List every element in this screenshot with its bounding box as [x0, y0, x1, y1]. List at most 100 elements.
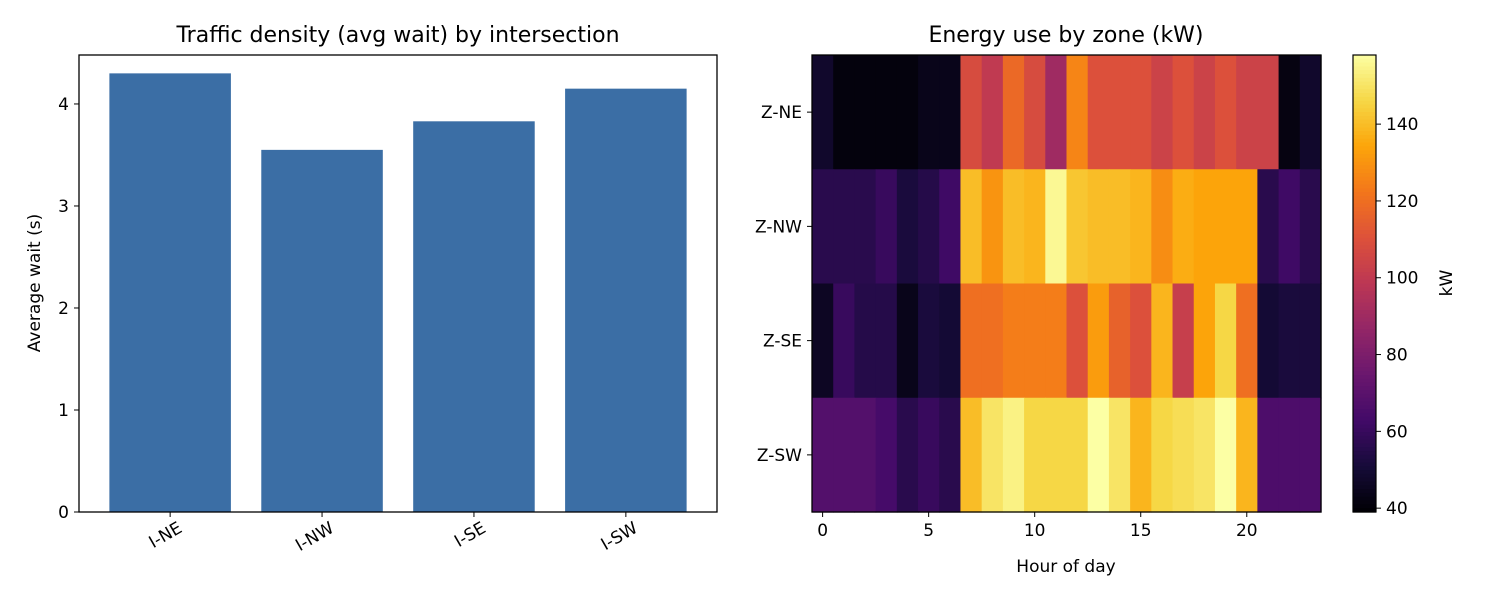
heatmap-cell [1024, 55, 1046, 170]
heatmap-cell [1151, 397, 1174, 513]
heatmap-cell [1278, 55, 1301, 170]
colorbar-segment [1353, 386, 1376, 391]
heatmap-cell [1087, 283, 1110, 399]
heatmap-cell [1130, 283, 1152, 399]
colorbar-segment [1353, 207, 1376, 212]
colorbar-segment [1353, 275, 1376, 281]
heatmap-cell [939, 397, 962, 513]
colorbar-tick-label: 140 [1386, 115, 1418, 135]
colorbar-segment [1353, 81, 1376, 87]
colorbar-segment [1353, 496, 1376, 502]
colorbar-segment [1353, 291, 1376, 296]
colorbar-segment [1353, 492, 1376, 498]
colorbar-segment [1353, 96, 1376, 102]
heatmap-chart: Energy use by zone (kW) Hour of day Z-NE… [755, 23, 1457, 577]
heatmap-cell [896, 55, 919, 170]
colorbar-segment [1353, 504, 1376, 509]
heatmap-cell [854, 55, 877, 170]
colorbar-segment [1353, 66, 1376, 71]
heatmap-cell [1130, 169, 1152, 285]
colorbar-segment [1353, 439, 1376, 445]
colorbar-segment [1353, 157, 1376, 163]
heatmap-cell [1045, 169, 1068, 285]
colorbar-segment [1353, 184, 1376, 189]
colorbar-segment [1353, 119, 1376, 125]
heatmap-cell [1172, 283, 1195, 399]
heatmap-cell [1130, 55, 1152, 170]
colorbar-segment [1353, 199, 1376, 205]
x-tick-label: I-SE [451, 518, 489, 552]
colorbar-segment [1353, 256, 1376, 262]
colorbar-segment [1353, 378, 1376, 384]
colorbar-segment [1353, 287, 1376, 292]
heatmap-cell [1087, 169, 1110, 285]
colorbar-segment [1353, 180, 1376, 186]
heatmap-cell [1108, 55, 1131, 170]
colorbar-segment [1353, 233, 1376, 239]
bar [109, 73, 231, 513]
colorbar-segment [1353, 412, 1376, 418]
colorbar-segment [1353, 508, 1376, 513]
heatmap-plot-frame [811, 54, 1322, 513]
colorbar-segment [1353, 420, 1376, 426]
heatmap-cell [918, 283, 940, 399]
colorbar-tick-label: 80 [1386, 346, 1408, 366]
heatmap-cell [854, 397, 877, 513]
colorbar-segment [1353, 211, 1376, 216]
bar-chart: Traffic density (avg wait) by intersecti… [25, 23, 718, 556]
bar [413, 121, 535, 513]
colorbar-segment [1353, 310, 1376, 315]
bar-plot-frame [78, 54, 718, 513]
y-tick-label: 2 [58, 299, 69, 319]
heatmap-cell [1087, 397, 1110, 513]
colorbar-segment [1353, 203, 1376, 208]
heatmap-cell [1108, 397, 1131, 513]
heatmap-cell [854, 283, 877, 399]
colorbar-segment [1353, 260, 1376, 266]
colorbar-segment [1353, 268, 1376, 273]
colorbar-segment [1353, 348, 1376, 353]
heatmap-cell [1214, 55, 1237, 170]
colorbar-segment [1353, 237, 1376, 243]
colorbar-segment [1353, 363, 1376, 368]
heatmap-cell [1024, 169, 1046, 285]
colorbar-tick-label: 120 [1386, 192, 1418, 212]
heatmap-cell [1066, 283, 1089, 399]
y-tick-label: 3 [58, 197, 69, 217]
colorbar-label: kW [1437, 269, 1457, 296]
y-tick-label: Z-NE [761, 103, 802, 123]
colorbar-segment [1353, 428, 1376, 433]
colorbar-segment [1353, 458, 1376, 464]
colorbar-segment [1353, 142, 1376, 147]
heatmap-cell [1193, 283, 1216, 399]
colorbar-segment [1353, 279, 1376, 285]
heatmap-cell [918, 169, 940, 285]
heatmap-cell [981, 169, 1004, 285]
colorbar-segment [1353, 70, 1376, 75]
colorbar-segment [1353, 58, 1376, 64]
colorbar-segment [1353, 443, 1376, 448]
colorbar-segment [1353, 100, 1376, 106]
heatmap-cell [981, 55, 1004, 170]
heatmap-cell [1193, 397, 1216, 513]
colorbar-segment [1353, 195, 1376, 201]
heatmap-cell [1278, 283, 1301, 399]
colorbar-segment [1353, 432, 1376, 437]
colorbar-segment [1353, 89, 1376, 94]
colorbar-segment [1353, 329, 1376, 334]
colorbar-segment [1353, 371, 1376, 376]
colorbar-segment [1353, 477, 1376, 483]
colorbar-segment [1353, 226, 1376, 231]
heatmap-cell [1002, 397, 1025, 513]
colorbar-segment [1353, 112, 1376, 117]
colorbar-segment [1353, 85, 1376, 90]
colorbar-segment [1353, 336, 1376, 342]
colorbar-segment [1353, 192, 1376, 197]
heatmap-cell [1257, 283, 1280, 399]
heatmap-cell [1172, 397, 1195, 513]
heatmap-cell [1045, 397, 1068, 513]
colorbar-segment [1353, 424, 1376, 429]
heatmap-cell [939, 283, 962, 399]
colorbar-segment [1353, 93, 1376, 98]
colorbar-segment [1353, 321, 1376, 326]
